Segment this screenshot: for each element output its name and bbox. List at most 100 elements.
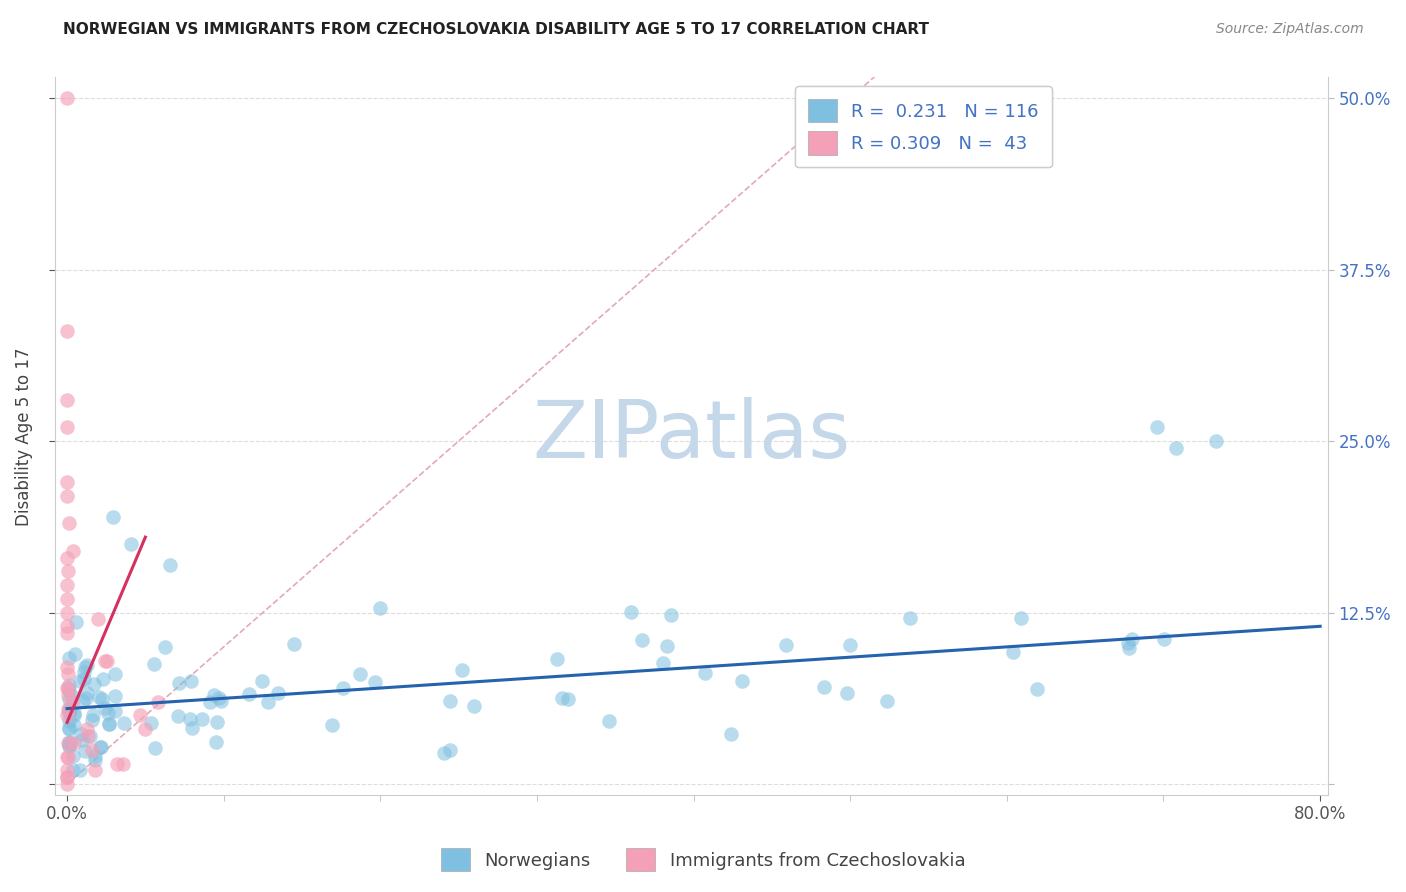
Point	[76, 658, 98, 673]
Point	[104, 667, 127, 681]
Point	[238, 687, 260, 701]
Point	[209, 694, 232, 708]
Point	[56, 420, 79, 434]
Point	[58, 749, 80, 764]
Point	[56, 324, 79, 338]
Legend: Norwegians, Immigrants from Czechoslovakia: Norwegians, Immigrants from Czechoslovak…	[433, 841, 973, 879]
Point	[97, 716, 120, 731]
Point	[80, 743, 103, 757]
Point	[96, 654, 118, 668]
Point	[75, 744, 97, 758]
Text: NORWEGIAN VS IMMIGRANTS FROM CZECHOSLOVAKIA DISABILITY AGE 5 TO 17 CORRELATION C: NORWEGIAN VS IMMIGRANTS FROM CZECHOSLOVA…	[63, 22, 929, 37]
Point	[56, 660, 79, 674]
Point	[60, 690, 83, 704]
Point	[659, 608, 682, 623]
Point	[267, 685, 290, 699]
Point	[84, 753, 107, 767]
Point	[546, 651, 568, 665]
Point	[1118, 636, 1140, 650]
Point	[433, 746, 456, 760]
Point	[56, 578, 79, 592]
Point	[58, 516, 80, 531]
Point	[56, 475, 79, 490]
Point	[58, 714, 80, 729]
Point	[58, 678, 80, 692]
Point	[56, 688, 79, 702]
Point	[56, 770, 79, 784]
Point	[439, 694, 461, 708]
Point	[128, 708, 150, 723]
Point	[837, 686, 859, 700]
Point	[1166, 441, 1188, 455]
Point	[76, 686, 98, 700]
Point	[58, 702, 80, 716]
Point	[1002, 645, 1025, 659]
Point	[97, 717, 120, 731]
Point	[191, 712, 214, 726]
Point	[1118, 641, 1140, 656]
Point	[876, 693, 898, 707]
Point	[60, 695, 83, 709]
Point	[775, 638, 797, 652]
Point	[56, 708, 79, 723]
Point	[91, 672, 114, 686]
Point	[73, 660, 96, 674]
Point	[146, 695, 169, 709]
Point	[63, 706, 86, 720]
Point	[58, 721, 80, 735]
Point	[58, 691, 80, 706]
Point	[58, 735, 80, 749]
Point	[76, 722, 98, 736]
Point	[73, 673, 96, 687]
Point	[112, 716, 135, 731]
Point	[69, 727, 91, 741]
Point	[104, 690, 127, 704]
Point	[93, 654, 115, 668]
Point	[205, 735, 228, 749]
Point	[90, 740, 112, 755]
Point	[56, 489, 79, 503]
Point	[321, 718, 343, 732]
Point	[153, 640, 176, 654]
Point	[101, 509, 124, 524]
Point	[657, 639, 679, 653]
Text: Source: ZipAtlas.com: Source: ZipAtlas.com	[1216, 22, 1364, 37]
Point	[631, 633, 654, 648]
Point	[69, 764, 91, 778]
Point	[813, 681, 835, 695]
Point	[56, 777, 79, 791]
Point	[62, 764, 84, 778]
Point	[63, 707, 86, 722]
Point	[56, 606, 79, 620]
Point	[87, 612, 110, 626]
Point	[720, 727, 742, 741]
Point	[250, 673, 273, 688]
Point	[167, 676, 190, 690]
Point	[839, 638, 862, 652]
Y-axis label: Disability Age 5 to 17: Disability Age 5 to 17	[15, 347, 32, 525]
Point	[898, 611, 921, 625]
Point	[143, 741, 166, 756]
Point	[598, 714, 620, 728]
Point	[79, 729, 101, 743]
Point	[1146, 420, 1168, 434]
Text: ZIPatlas: ZIPatlas	[533, 397, 851, 475]
Point	[1026, 681, 1049, 696]
Point	[65, 647, 87, 661]
Point	[332, 681, 354, 696]
Point	[63, 736, 86, 750]
Point	[59, 736, 82, 750]
Point	[200, 695, 222, 709]
Point	[91, 691, 114, 706]
Point	[202, 688, 225, 702]
Point	[56, 770, 79, 784]
Point	[83, 764, 105, 778]
Point	[56, 550, 79, 565]
Point	[56, 667, 79, 681]
Point	[1010, 611, 1032, 625]
Point	[89, 739, 111, 754]
Point	[87, 690, 110, 705]
Point	[65, 615, 87, 629]
Point	[58, 736, 80, 750]
Point	[56, 392, 79, 407]
